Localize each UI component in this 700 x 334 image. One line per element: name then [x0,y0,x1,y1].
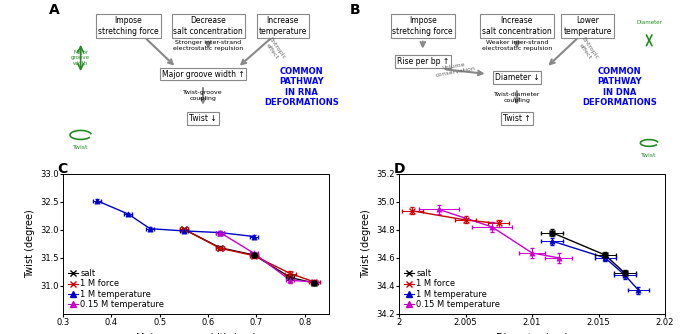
X-axis label: Diameter (nm): Diameter (nm) [496,333,568,334]
Point [178,228,190,233]
Point [486,224,498,230]
Text: Increase
salt concentration: Increase salt concentration [482,16,552,36]
Point [178,226,190,232]
Legend: salt, 1 M force, 1 M temperature, 0.15 M temperature: salt, 1 M force, 1 M temperature, 0.15 M… [403,269,501,310]
Point [407,208,418,213]
Text: Twist-diameter
coupling: Twist-diameter coupling [494,92,540,103]
Point [546,230,557,235]
Text: Entropic
effect: Entropic effect [575,36,599,64]
Point [546,238,557,244]
Point [248,253,260,258]
Point [433,207,444,212]
Y-axis label: Twist (degree): Twist (degree) [25,209,35,278]
Text: B: B [349,3,360,17]
Text: D: D [393,162,405,176]
Point [248,234,260,239]
Text: Twist ↑: Twist ↑ [503,115,531,123]
Point [215,230,226,235]
Point [599,253,610,258]
Text: Twist ↓: Twist ↓ [189,115,217,123]
Text: Twist: Twist [73,145,88,150]
Text: Weaker inter-strand
electrostatic repulsion: Weaker inter-strand electrostatic repuls… [482,40,552,50]
Text: Lower
temperature: Lower temperature [564,16,612,36]
Text: Twist-groove
coupling: Twist-groove coupling [183,90,223,101]
Point [215,230,226,235]
Text: C: C [57,162,68,176]
Point [526,250,538,256]
Text: Diameter: Diameter [636,20,662,25]
Point [248,253,260,258]
Text: Diameter ↓: Diameter ↓ [495,73,539,82]
Point [633,288,644,293]
Text: Impose
stretching force: Impose stretching force [98,16,159,36]
Point [178,226,190,232]
Point [599,255,610,261]
Text: COMMON
PATHWAY
IN RNA
DEFORMATIONS: COMMON PATHWAY IN RNA DEFORMATIONS [264,67,339,107]
Point [460,217,471,223]
Text: COMMON
PATHWAY
IN DNA
DEFORMATIONS: COMMON PATHWAY IN DNA DEFORMATIONS [582,67,657,107]
Text: Twist: Twist [641,153,657,158]
Point [285,278,296,283]
Point [309,279,320,285]
Text: Major groove width ↑: Major groove width ↑ [162,69,244,78]
Point [91,198,102,203]
Point [248,253,260,258]
Point [215,245,226,250]
Point [553,255,564,261]
Point [493,221,504,226]
X-axis label: Major groove width (nm): Major groove width (nm) [136,333,256,334]
Point [620,271,631,276]
Text: Rise per bp ↑: Rise per bp ↑ [397,57,449,66]
Text: Stronger inter-strand
electrostatic repulsion: Stronger inter-strand electrostatic repu… [173,40,244,50]
Point [285,275,296,280]
Text: Decrease
salt concentration: Decrease salt concentration [174,16,243,36]
Text: A: A [49,3,60,17]
Text: Entropic
effect: Entropic effect [263,36,287,64]
Point [546,230,557,235]
Point [215,245,226,251]
Point [122,211,134,217]
Point [144,226,155,231]
Point [599,253,610,258]
Y-axis label: Twist (degree): Twist (degree) [360,209,371,278]
Point [309,281,320,286]
Text: Volume
conservation: Volume conservation [434,60,476,78]
Point [309,279,320,285]
Point [620,271,631,276]
Text: Major
groove
width: Major groove width [71,50,90,66]
Legend: salt, 1 M force, 1 M temperature, 0.15 M temperature: salt, 1 M force, 1 M temperature, 0.15 M… [67,269,165,310]
Text: Increase
temperature: Increase temperature [258,16,307,36]
Point [620,273,631,278]
Point [309,281,320,286]
Text: Impose
stretching force: Impose stretching force [393,16,453,36]
Point [248,251,260,256]
Point [285,271,296,276]
